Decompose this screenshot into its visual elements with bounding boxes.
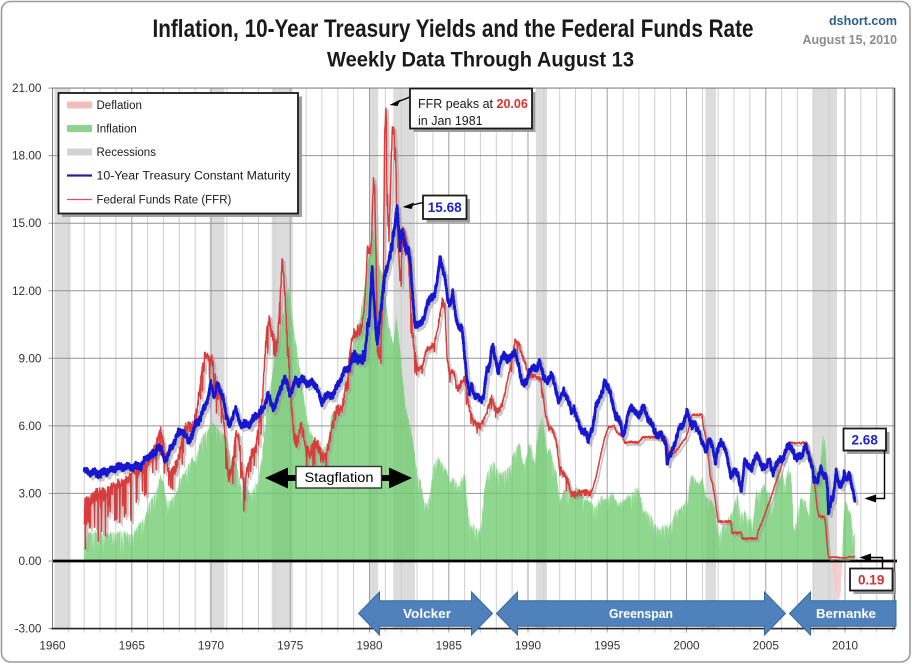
svg-text:10-Year Treasury Constant Matu: 10-Year Treasury Constant Maturity — [97, 171, 291, 183]
svg-text:Deflation: Deflation — [97, 100, 142, 112]
svg-text:Greenspan: Greenspan — [609, 606, 673, 621]
svg-text:Federal Funds Rate (FFR): Federal Funds Rate (FFR) — [97, 195, 232, 207]
svg-text:1960: 1960 — [39, 639, 66, 653]
svg-text:August 15, 2010: August 15, 2010 — [803, 33, 898, 47]
svg-text:1985: 1985 — [436, 639, 463, 653]
svg-text:2000: 2000 — [673, 639, 700, 653]
svg-text:Stagflation: Stagflation — [305, 470, 374, 485]
svg-text:0.19: 0.19 — [858, 573, 884, 588]
svg-text:1990: 1990 — [515, 639, 542, 653]
svg-text:1965: 1965 — [119, 639, 146, 653]
svg-text:Inflation: Inflation — [97, 124, 137, 136]
svg-text:15.00: 15.00 — [12, 216, 42, 230]
svg-text:21.00: 21.00 — [12, 81, 42, 95]
svg-text:2.68: 2.68 — [852, 433, 879, 448]
svg-text:Bernanke: Bernanke — [816, 606, 876, 621]
svg-text:dshort.com: dshort.com — [829, 14, 897, 28]
svg-text:1970: 1970 — [198, 639, 225, 653]
svg-text:in Jan 1981: in Jan 1981 — [418, 114, 483, 128]
svg-text:Recessions: Recessions — [97, 147, 157, 159]
svg-text:-3.00: -3.00 — [15, 622, 42, 636]
svg-text:2010: 2010 — [832, 639, 859, 653]
svg-text:1995: 1995 — [594, 639, 621, 653]
svg-text:9.00: 9.00 — [19, 351, 42, 365]
svg-text:Weekly Data Through August 13: Weekly Data Through August 13 — [327, 48, 634, 72]
svg-text:1980: 1980 — [356, 639, 383, 653]
svg-text:0.00: 0.00 — [19, 554, 42, 568]
svg-text:Inflation, 10-Year Treasury Yi: Inflation, 10-Year Treasury Yields and t… — [153, 15, 754, 43]
svg-text:15.68: 15.68 — [428, 200, 462, 215]
svg-text:FFR peaks at 20.06: FFR peaks at 20.06 — [418, 97, 528, 111]
svg-text:12.00: 12.00 — [12, 284, 42, 298]
svg-text:6.00: 6.00 — [19, 419, 42, 433]
svg-text:Volcker: Volcker — [403, 606, 451, 621]
svg-text:2005: 2005 — [753, 639, 780, 653]
svg-text:3.00: 3.00 — [19, 486, 42, 500]
svg-text:1975: 1975 — [277, 639, 304, 653]
svg-text:18.00: 18.00 — [12, 149, 42, 163]
